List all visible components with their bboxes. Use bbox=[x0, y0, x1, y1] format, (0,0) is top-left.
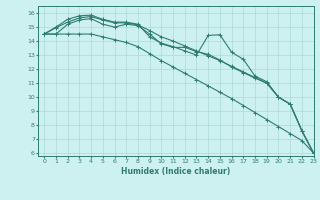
X-axis label: Humidex (Indice chaleur): Humidex (Indice chaleur) bbox=[121, 167, 231, 176]
